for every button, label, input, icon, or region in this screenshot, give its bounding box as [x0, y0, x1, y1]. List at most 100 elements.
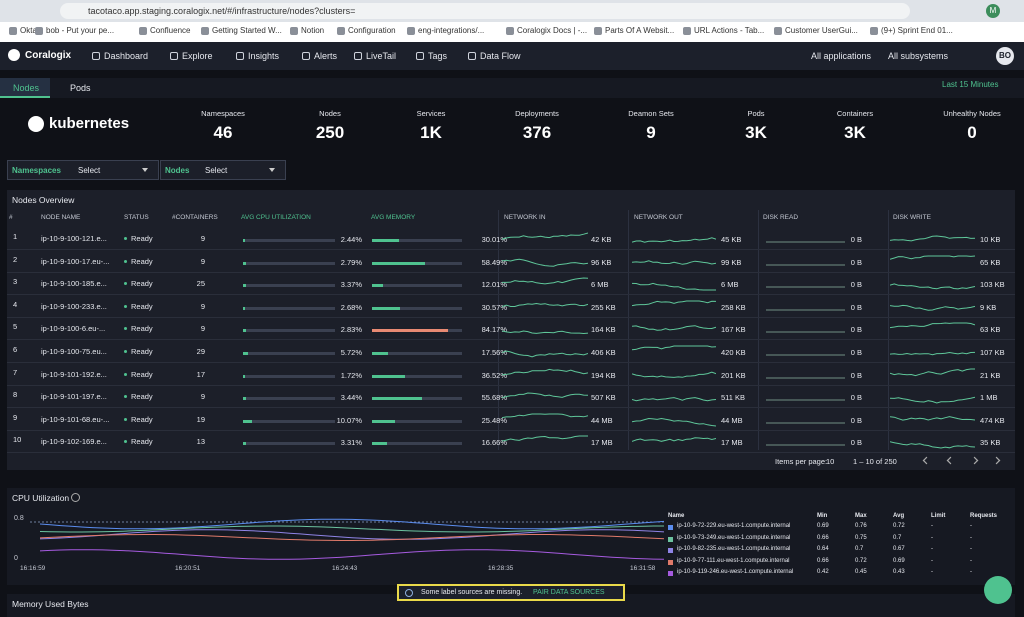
legend-cell: 0.72	[893, 523, 905, 529]
disk-read: 0 B	[850, 257, 862, 267]
progress-fill	[372, 329, 448, 333]
sparkline-line	[502, 392, 588, 399]
nav-item[interactable]: Dashboard	[104, 51, 149, 61]
bookmark[interactable]: URL Actions - Tab...	[694, 26, 765, 35]
disk-write: 1 MB	[980, 393, 998, 403]
help-fab[interactable]	[984, 576, 1012, 604]
sparkline-line	[632, 237, 716, 243]
bookmark[interactable]: eng-integrations/...	[418, 26, 485, 35]
legend-cell: 0.75	[855, 534, 867, 541]
sparkline-line	[632, 437, 716, 443]
disk-read: 0 B	[850, 325, 862, 335]
legend-header: Max	[855, 513, 867, 519]
filter[interactable]: Nodes Select	[160, 160, 286, 180]
filter[interactable]: Namespaces Select	[7, 160, 159, 180]
x-tick-label: 16:16:59	[20, 565, 46, 572]
sparkline	[766, 309, 845, 311]
net-out: 45 KB	[721, 235, 742, 244]
profile-avatar[interactable]: M	[986, 4, 1000, 18]
tab[interactable]: Nodes	[13, 83, 40, 93]
sparkline	[632, 397, 716, 402]
progress-fill	[243, 306, 246, 310]
sparkline	[632, 283, 716, 291]
row-divider	[7, 249, 1015, 250]
bookmark[interactable]: bob - Put your pe...	[46, 26, 115, 35]
node-name[interactable]: ip-10-9-100-121.e...	[41, 234, 107, 243]
node-name[interactable]: ip-10-9-101-197.e...	[41, 392, 107, 402]
row-index: 4	[13, 299, 18, 309]
subsystem-select[interactable]: All subsystems	[888, 51, 949, 61]
bookmark[interactable]: Notion	[301, 26, 325, 35]
row-divider	[7, 407, 1015, 409]
column-header: NETWORK OUT	[634, 214, 683, 221]
disk-write: 65 KB	[980, 257, 1001, 267]
nav-item[interactable]: Explore	[182, 51, 213, 61]
percent: 10.07%	[336, 415, 362, 425]
nav-icon	[468, 52, 476, 60]
disk-write: 107 KB	[980, 348, 1005, 357]
sparkline-line	[632, 300, 716, 306]
sparkline	[766, 241, 845, 243]
node-name[interactable]: ip-10-9-101-68.eu-...	[41, 414, 110, 424]
panel-title: Memory Used Bytes	[12, 599, 89, 609]
nav-item[interactable]: Tags	[428, 51, 448, 61]
node-name[interactable]: ip-10-9-100-185.e...	[41, 279, 107, 289]
progress-fill	[243, 442, 247, 446]
sparkline-line	[632, 325, 716, 332]
nav-item[interactable]: Data Flow	[480, 51, 521, 61]
items-per-page[interactable]: 10	[826, 457, 835, 466]
legend-header: Name	[668, 513, 685, 519]
toast-close[interactable]	[613, 587, 621, 597]
progress-fill	[372, 352, 388, 355]
progress-fill	[243, 374, 245, 378]
sparkline-line	[890, 283, 975, 290]
user-avatar[interactable]: BO	[996, 47, 1014, 65]
net-in: 164 KB	[591, 325, 616, 335]
tab[interactable]: Pods	[70, 83, 91, 93]
url-text: tacotaco.app.staging.coralogix.net/#/inf…	[88, 6, 356, 16]
filter-label: Namespaces	[12, 166, 61, 175]
time-range[interactable]: Last 15 Minutes	[942, 80, 999, 89]
nav-item[interactable]: Insights	[248, 51, 280, 61]
bookmark[interactable]: Getting Started W...	[212, 26, 282, 35]
legend-header: Avg	[893, 513, 905, 519]
node-name[interactable]: ip-10-9-100-233.e...	[41, 301, 107, 311]
progress-track	[243, 419, 335, 423]
sparkline	[890, 304, 975, 311]
bookmark[interactable]: (9+) Sprint End 01...	[881, 26, 953, 35]
progress-fill	[243, 419, 253, 423]
stat-value: 3K	[745, 123, 767, 142]
bookmark[interactable]: Coralogix Docs | -...	[517, 26, 588, 35]
url-field[interactable]	[60, 3, 910, 19]
bookmark[interactable]: Confluence	[150, 26, 191, 35]
sparkline	[890, 441, 975, 449]
row-index: 9	[13, 412, 18, 422]
node-name[interactable]: ip-10-9-102-169.e...	[41, 437, 107, 447]
legend-cell: -	[931, 534, 933, 541]
node-name[interactable]: ip-10-9-100-17.eu-...	[41, 256, 110, 266]
status-dot	[124, 259, 127, 263]
progress-track	[243, 329, 335, 333]
legend-cell: 0.69	[817, 523, 829, 529]
tab-active[interactable]	[0, 78, 50, 98]
bookmark[interactable]: Customer UserGui...	[785, 26, 858, 35]
legend-cell: -	[931, 546, 933, 552]
bookmark-icon	[139, 27, 147, 35]
bookmark[interactable]: Parts Of A Websit...	[605, 26, 675, 35]
legend-cell: -	[931, 569, 933, 575]
app-select[interactable]: All applications	[811, 51, 872, 61]
node-name[interactable]: ip-10-9-100-75.eu...	[41, 347, 107, 356]
toast-action[interactable]: PAIR DATA SOURCES	[533, 589, 605, 596]
bookmark[interactable]: Okta	[20, 26, 37, 35]
nav-item[interactable]: LiveTail	[366, 51, 397, 61]
node-name[interactable]: ip-10-9-101-192.e...	[41, 369, 107, 379]
sparkline	[502, 302, 588, 307]
sparkline-line	[502, 302, 588, 307]
status-dot	[124, 417, 127, 421]
node-name[interactable]: ip-10-9-100-6.eu-...	[41, 324, 106, 334]
column-header: #	[9, 214, 13, 221]
progress-fill	[243, 329, 246, 333]
nav-item[interactable]: Alerts	[314, 51, 338, 61]
bookmark[interactable]: Configuration	[348, 26, 396, 35]
sparkline-line	[890, 255, 975, 260]
